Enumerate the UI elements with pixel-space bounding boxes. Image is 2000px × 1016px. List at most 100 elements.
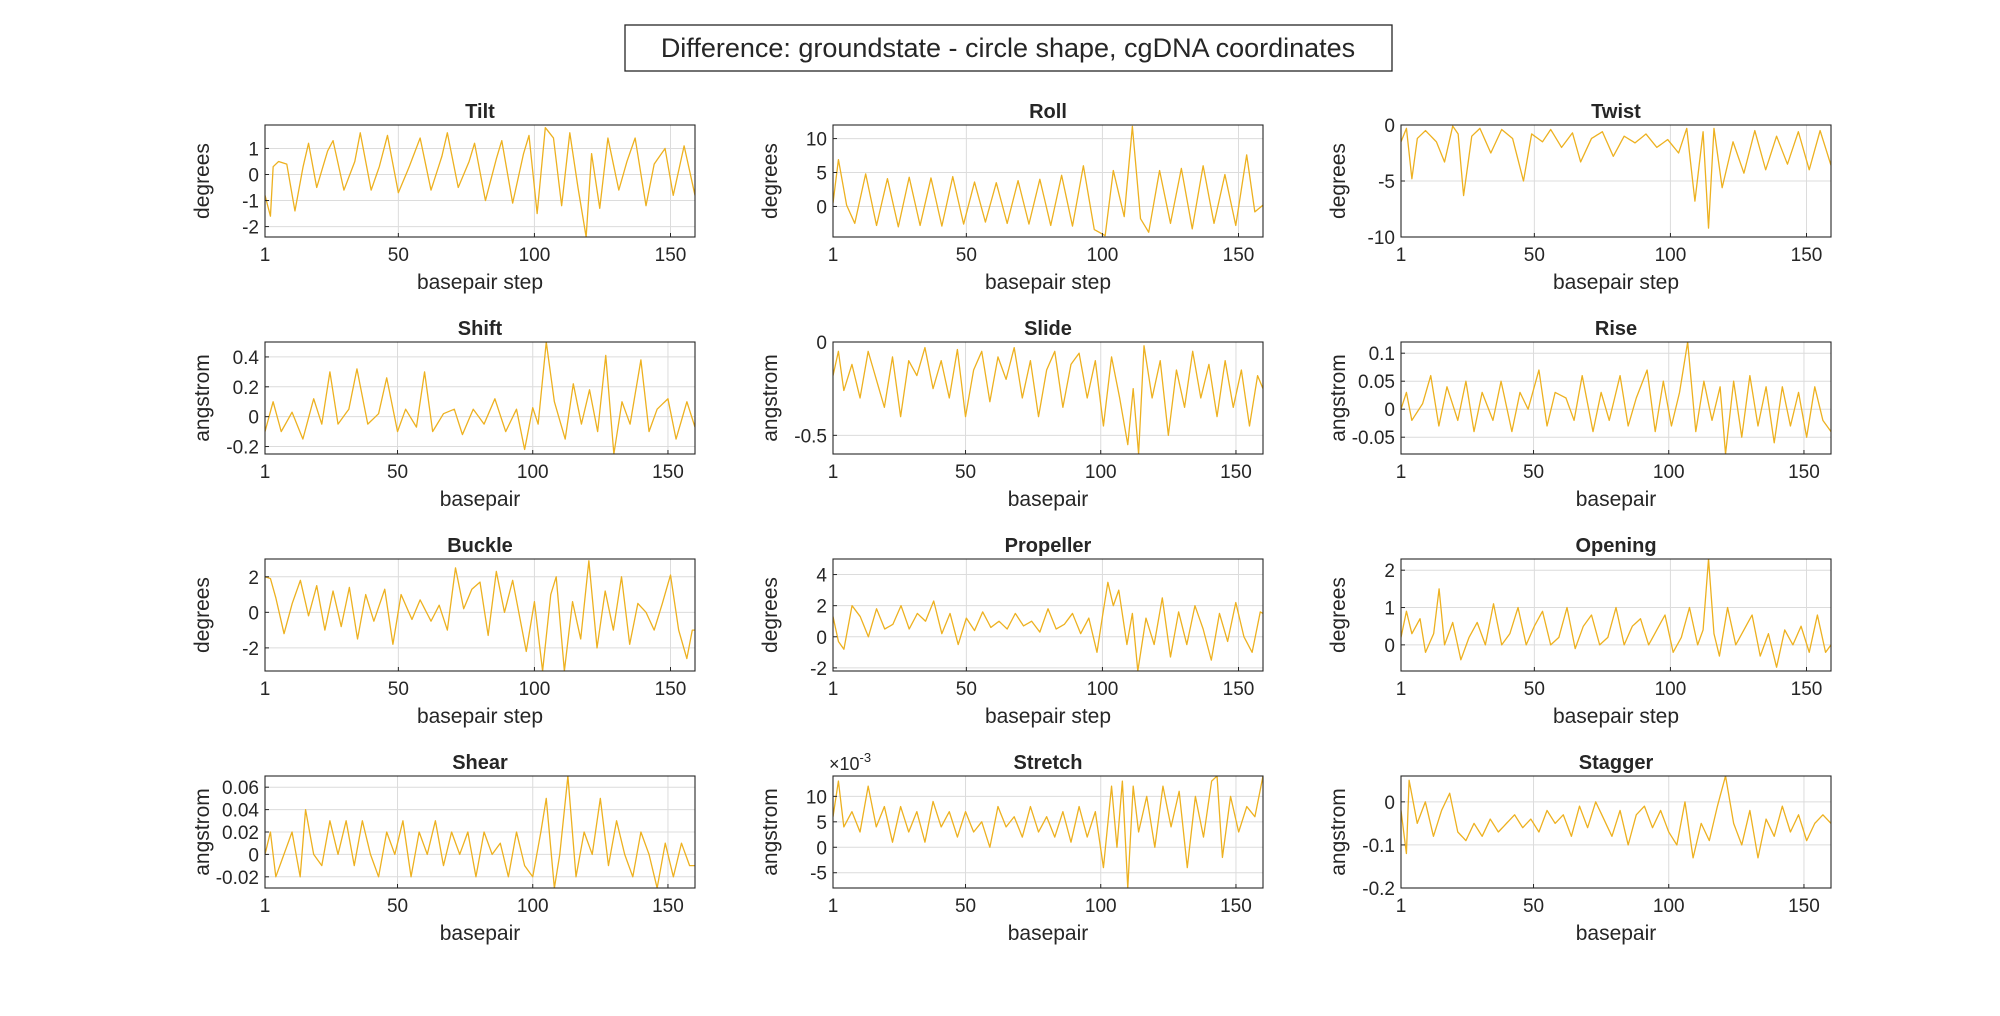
axes-box [264, 341, 696, 455]
x-tick-label: 150 [1223, 679, 1255, 700]
y-axis-label: degrees [1327, 577, 1350, 653]
ticks [1400, 801, 1805, 889]
ticks [832, 574, 1240, 671]
y-tick-label: -1 [242, 192, 259, 213]
x-tick-label: 1 [260, 245, 271, 266]
y-tick-label: -0.05 [1352, 428, 1395, 449]
x-tick-label: 100 [1087, 679, 1119, 700]
y-tick-label: -10 [1368, 228, 1395, 249]
subplot-title: Tilt [465, 101, 495, 123]
axes-box [264, 124, 696, 238]
axes-box [1400, 341, 1832, 455]
y-tick-label: 0 [816, 838, 827, 859]
x-tick-label: 100 [519, 245, 551, 266]
subplot-title: Stagger [1579, 752, 1654, 774]
x-tick-label: 1 [828, 462, 839, 483]
ticks [1400, 352, 1805, 454]
x-tick-label: 150 [652, 462, 684, 483]
ticks [1400, 124, 1808, 238]
x-tick-label: 150 [1791, 245, 1823, 266]
subplot-title: Twist [1591, 101, 1641, 123]
suptitle-frame [624, 24, 1393, 72]
ticks [1400, 569, 1808, 671]
x-tick-label: 150 [1220, 896, 1252, 917]
series-line-shear [265, 776, 695, 888]
series-line-shift [265, 342, 695, 454]
y-tick-label: -0.2 [1362, 879, 1395, 900]
y-axis-label: angstrom [1327, 354, 1350, 442]
x-tick-label: 50 [956, 679, 977, 700]
subplot-title: Shear [452, 752, 508, 774]
y-tick-label: 0.02 [222, 823, 259, 844]
axes-box [264, 558, 696, 672]
x-tick-label: 1 [828, 679, 839, 700]
y-tick-label: -0.1 [1362, 836, 1395, 857]
series-line-buckle [265, 560, 695, 671]
y-tick-label: 0 [248, 165, 259, 186]
x-tick-label: 50 [1523, 896, 1544, 917]
y-axis-label: degrees [759, 143, 782, 219]
x-tick-label: 50 [1524, 679, 1545, 700]
x-tick-label: 150 [652, 896, 684, 917]
y-axis-label: angstrom [759, 354, 782, 442]
ticks [832, 795, 1237, 888]
y-tick-label: 2 [1384, 561, 1395, 582]
x-tick-label: 50 [388, 679, 409, 700]
x-axis-label: basepair step [417, 705, 543, 728]
x-tick-label: 1 [1396, 679, 1407, 700]
subplot-title: Roll [1029, 101, 1067, 123]
plot-area [265, 559, 695, 671]
x-axis-label: basepair [1008, 922, 1089, 945]
ticks [832, 138, 1240, 237]
y-tick-label: 0.1 [1369, 344, 1395, 365]
y-tick-label: -0.02 [216, 868, 259, 889]
y-axis-label: angstrom [759, 788, 782, 876]
y-tick-label: 0.05 [1358, 372, 1395, 393]
series-line-stretch [833, 776, 1263, 888]
series-line-rise [1401, 342, 1831, 454]
x-tick-label: 150 [655, 679, 687, 700]
y-tick-label: -5 [810, 864, 827, 885]
axes-box [832, 558, 1264, 672]
x-axis-label: basepair [1576, 922, 1657, 945]
series-line-opening [1401, 559, 1831, 668]
subplot-title: Stretch [1014, 752, 1083, 774]
y-tick-label: -2 [242, 639, 259, 660]
y-tick-label: 0.4 [233, 348, 260, 369]
subplot-title: Rise [1595, 318, 1637, 340]
series-line-slide [833, 345, 1263, 454]
y-tick-label: 0 [1384, 400, 1395, 421]
x-tick-label: 50 [1524, 245, 1545, 266]
x-tick-label: 1 [828, 896, 839, 917]
subplot-stagger: 1 50 100 150-0.2-0.10Staggerbasepairangstro… [1327, 752, 1832, 945]
x-tick-label: 1 [1396, 462, 1407, 483]
plot-area [265, 342, 695, 454]
subplot-shear: 1 50 100 150-0.0200.020.040.06Shearbasepair… [191, 752, 696, 945]
y-tick-label: 1 [1384, 599, 1395, 620]
x-tick-label: 150 [1220, 462, 1252, 483]
x-tick-label: 50 [388, 245, 409, 266]
x-tick-label: 100 [519, 679, 551, 700]
y-tick-label: 1 [248, 139, 259, 160]
x-axis-label: basepair step [1553, 271, 1679, 294]
y-axis-label: degrees [191, 577, 214, 653]
y-axis-label: angstrom [191, 788, 214, 876]
x-tick-label: 50 [955, 462, 976, 483]
y-tick-label: 2 [248, 568, 259, 589]
y-axis-label: angstrom [191, 354, 214, 442]
y-tick-label: 0 [1384, 116, 1395, 137]
x-tick-label: 150 [1788, 462, 1820, 483]
x-tick-label: 100 [1653, 896, 1685, 917]
plot-area [1401, 342, 1831, 454]
y-axis-label: degrees [1327, 143, 1350, 219]
plot-area [833, 776, 1263, 888]
y-tick-label: 0.06 [222, 778, 259, 799]
y-tick-label: 0 [248, 408, 259, 429]
ticks [264, 786, 669, 888]
y-tick-label: -0.2 [226, 438, 259, 459]
